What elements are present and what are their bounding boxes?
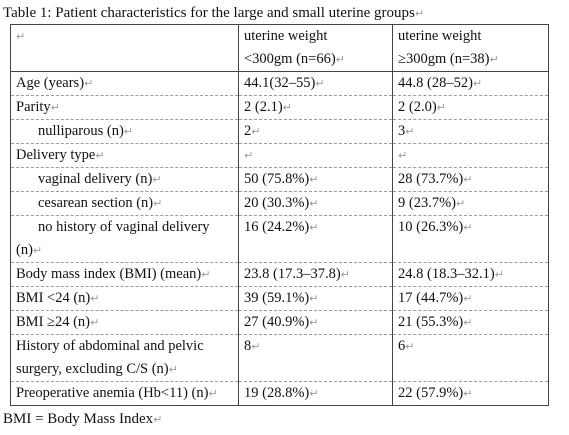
table-row: nulliparous (n)↵ 2↵ 3↵ [10,119,549,144]
header-cell-empty: ↵ [10,24,239,72]
row-label-no-vaginal-history: no history of vaginal delivery [38,219,210,235]
row-label-parity: Parity [16,99,51,115]
row-label-delivery-type: Delivery type [16,147,96,163]
table-row: cesarean section (n)↵ 20 (30.3%)↵ 9 (23.… [10,191,549,216]
row-label-bmi-24-plus: BMI ≥24 (n) [16,314,91,330]
row-label-cesarean-section: cesarean section (n) [38,195,154,211]
table-row: Body mass index (BMI) (mean)↵ 23.8 (17.3… [10,262,549,287]
row-label-bmi-under-24: BMI <24 (n) [16,290,91,306]
table-row: Delivery type↵ ↵ ↵ [10,143,549,168]
table-row: Preoperative anemia (Hb<11) (n)↵ 19 (28.… [10,381,549,406]
table-row: vaginal delivery (n)↵ 50 (75.8%)↵ 28 (73… [10,167,549,192]
paragraph-mark-icon: ↵ [414,7,425,20]
row-label-vaginal-delivery: vaginal delivery (n) [38,171,153,187]
header-cell-large-uterus: uterine weight ≥300gm (n=38)↵ [392,24,549,72]
table-footnote: BMI = Body Mass Index↵ [3,411,163,427]
paragraph-mark-icon: ↵ [16,30,26,43]
row-label-age: Age (years) [16,75,85,91]
table-row: Age (years)↵ 44.1(32–55)↵ 44.8 (28–52)↵ [10,71,549,96]
row-label-bmi-mean: Body mass index (BMI) (mean) [16,266,202,282]
header-cell-small-uterus: uterine weight <300gm (n=66)↵ [238,24,393,72]
table-row: History of abdominal and pelvic surgery,… [10,334,549,382]
table-row: Parity↵ 2 (2.1)↵ 2 (2.0)↵ [10,95,549,120]
paragraph-mark-icon: ↵ [153,413,163,426]
row-label-anemia: Preoperative anemia (Hb<11) (n) [16,385,209,401]
row-label-surgery-history: History of abdominal and pelvic [16,338,204,354]
table-row: BMI ≥24 (n)↵ 27 (40.9%)↵ 21 (55.3%)↵ [10,310,549,335]
table-row: BMI <24 (n)↵ 39 (59.1%)↵ 17 (44.7%)↵ [10,286,549,311]
table-caption: Table 1: Patient characteristics for the… [3,5,425,21]
patient-characteristics-table: ↵ uterine weight <300gm (n=66)↵ uterine … [10,24,549,406]
row-label-nulliparous: nulliparous (n) [38,123,124,139]
table-header-row: ↵ uterine weight <300gm (n=66)↵ uterine … [10,24,549,72]
table-row: no history of vaginal delivery (n)↵ 16 (… [10,215,549,263]
